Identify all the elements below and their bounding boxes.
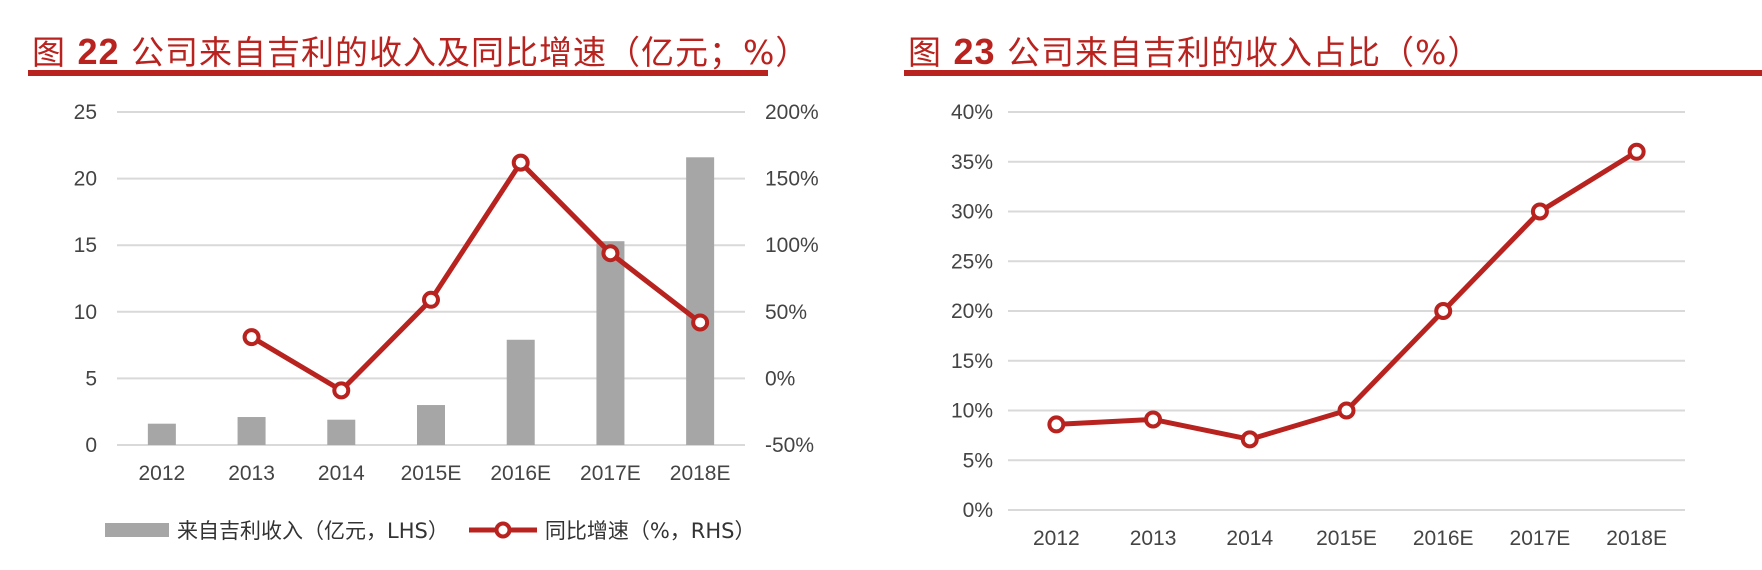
x-tick: 2012 [1033,527,1080,550]
y-tick: 0% [963,499,993,522]
line-marker [1627,142,1646,161]
title-text: 公司来自吉利的收入及同比增速（亿元；%） [131,33,810,72]
bar [327,419,356,445]
fig-label: 图 [32,33,66,72]
y-right-tick: -50% [765,434,814,457]
y-right-tick: 100% [765,234,819,257]
y-right-tick: 150% [765,168,819,191]
line-marker [1047,415,1066,434]
left-chart-plot: 0 5 10 15 20 25 -50% 0% 50% 100% 150% 200% 2012 2013 2… [74,101,819,485]
y-left-tick: 5 [85,367,97,390]
y-right-tick: 50% [765,301,807,324]
bar [417,405,445,445]
legend-item-line: 同比增速（%，RHS） [467,515,756,545]
y-tick: 20% [951,300,993,323]
x-tick: 2014 [318,462,365,485]
line-marker [1240,430,1259,449]
line-marker [1530,202,1549,221]
y-right-tick: 200% [765,101,819,124]
x-tick: 2016E [490,462,551,485]
legend-line-label: 同比增速（%，RHS） [544,519,756,543]
x-tick: 2018E [670,462,731,485]
y-tick: 25% [951,250,993,273]
legend-item-bar: 来自吉利收入（亿元，LHS） [105,515,449,545]
y-left-tick: 15 [74,234,97,257]
left-chart-title: 图 22 公司来自吉利的收入及同比增速（亿元；%） [32,26,809,74]
line-marker [511,153,530,172]
line-marker [1434,302,1453,320]
left-chart-panel: 图 22 公司来自吉利的收入及同比增速（亿元；%） 0 5 10 15 20 25 -50%… [0,0,880,570]
y-tick: 15% [951,350,993,373]
bar-swatch-icon [105,523,169,537]
bar [237,417,266,445]
fig-label: 图 [908,33,942,72]
line-marker [422,290,440,309]
legend-bar-label: 来自吉利收入（亿元，LHS） [177,519,449,543]
y-tick: 5% [963,449,993,472]
x-tick: 2015E [401,462,462,485]
x-tick: 2018E [1606,527,1667,550]
fig-number: 23 [953,31,996,72]
y-tick: 35% [951,151,993,174]
title-text: 公司来自吉利的收入占比（%） [1007,33,1482,72]
x-tick: 2017E [1510,527,1571,550]
y-tick: 40% [951,101,993,124]
line-marker [601,244,620,263]
y-tick: 30% [951,201,993,224]
y-right-tick: 0% [765,367,795,390]
y-left-tick: 10 [74,301,97,324]
fig-number: 22 [77,31,120,72]
line-marker [242,328,261,347]
bar [147,423,176,445]
title-underline [904,70,1762,76]
bar [686,157,715,445]
x-tick: 2013 [228,462,275,485]
x-tick: 2013 [1130,527,1177,550]
y-left-tick: 20 [74,168,97,191]
y-tick: 10% [951,400,993,423]
right-chart-plot: 0% 5% 10% 15% 20% 25% 30% 35% 40% 2012 2013 2014 201… [951,101,1685,550]
bar [596,241,625,445]
right-chart-panel: 图 23 公司来自吉利的收入占比（%） 0% 5% 10% 15% 20% 25% 30% 3… [880,0,1762,570]
line-marker-swatch-icon [468,521,537,539]
right-chart-title: 图 23 公司来自吉利的收入占比（%） [908,26,1481,74]
line-marker [332,381,351,400]
x-tick: 2016E [1413,527,1474,550]
y-left-tick: 25 [74,101,97,124]
x-tick: 2014 [1226,527,1273,550]
y-left-tick: 0 [85,434,97,457]
line-marker [691,313,710,332]
share-line [1056,149,1638,442]
bar [506,339,535,445]
x-tick: 2012 [138,462,185,485]
x-tick: 2015E [1316,527,1377,550]
title-underline [28,70,768,76]
x-tick: 2017E [580,462,641,485]
legend: 来自吉利收入（亿元，LHS） 同比增速（%，RHS） [105,515,774,545]
growth-line [250,160,702,393]
line-marker [1337,401,1356,420]
line-marker [1144,410,1163,429]
